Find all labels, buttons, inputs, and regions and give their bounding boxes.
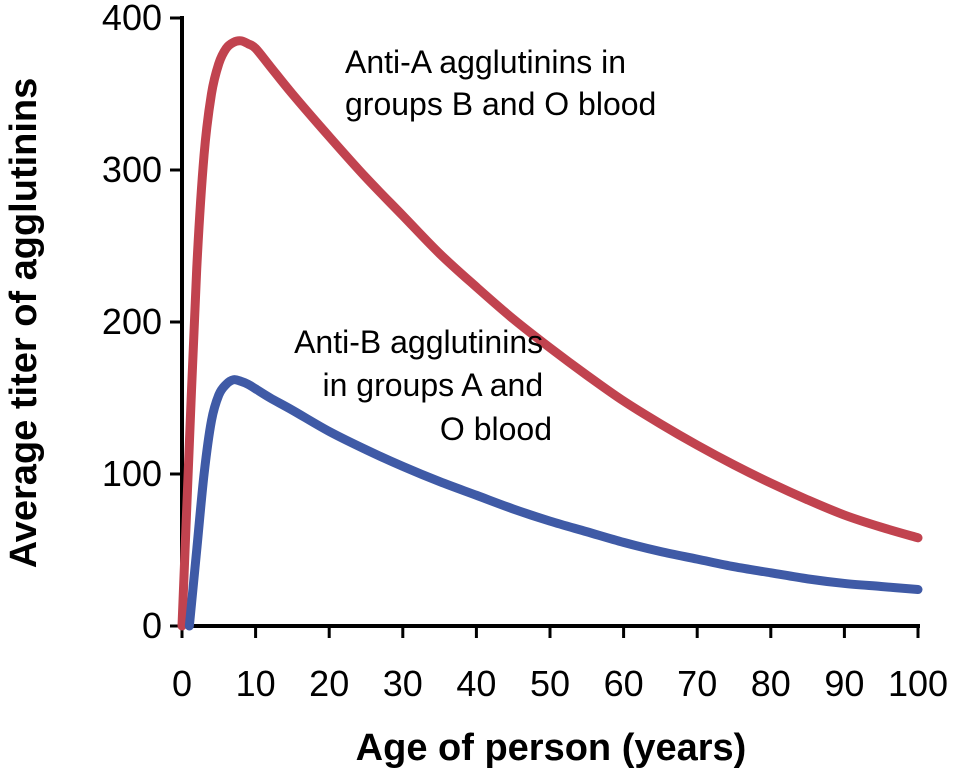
x-tick-label: 100	[888, 663, 948, 704]
y-tick-label: 300	[102, 149, 162, 190]
y-axis-title: Average titer of agglutinins	[3, 78, 45, 569]
x-tick-label: 60	[604, 663, 644, 704]
annotation-anti-b-line-3: O blood	[440, 411, 552, 447]
x-tick-label: 10	[236, 663, 276, 704]
x-tick-group: 0 10 20 30 40 50 60 70 80 90 100	[172, 626, 948, 704]
x-axis-title: Age of person (years)	[356, 727, 747, 769]
series-group	[177, 36, 923, 631]
x-tick-label: 50	[530, 663, 570, 704]
series-line-anti-b	[184, 375, 923, 631]
x-tick-label: 80	[751, 663, 791, 704]
y-tick-label: 200	[102, 301, 162, 342]
annotation-anti-b: Anti-B agglutinins in groups A and O blo…	[294, 324, 552, 447]
x-tick-label: 40	[456, 663, 496, 704]
y-tick-group: 0 100 200 300 400	[102, 0, 182, 646]
y-tick-label: 0	[142, 605, 162, 646]
y-tick-label: 100	[102, 453, 162, 494]
annotation-anti-a: Anti-A agglutinins in groups B and O blo…	[345, 44, 656, 122]
x-tick-label: 20	[309, 663, 349, 704]
annotation-anti-b-line-1: Anti-B agglutinins	[294, 324, 543, 360]
annotation-anti-a-line-2: groups B and O blood	[345, 86, 656, 122]
series-line-anti-a	[177, 36, 923, 631]
annotation-anti-b-line-2: in groups A and	[322, 367, 543, 403]
annotation-anti-a-line-1: Anti-A agglutinins in	[345, 44, 626, 80]
y-tick-label: 400	[102, 0, 162, 38]
x-tick-label: 90	[824, 663, 864, 704]
x-tick-label: 70	[677, 663, 717, 704]
x-tick-label: 0	[172, 663, 192, 704]
x-tick-label: 30	[383, 663, 423, 704]
